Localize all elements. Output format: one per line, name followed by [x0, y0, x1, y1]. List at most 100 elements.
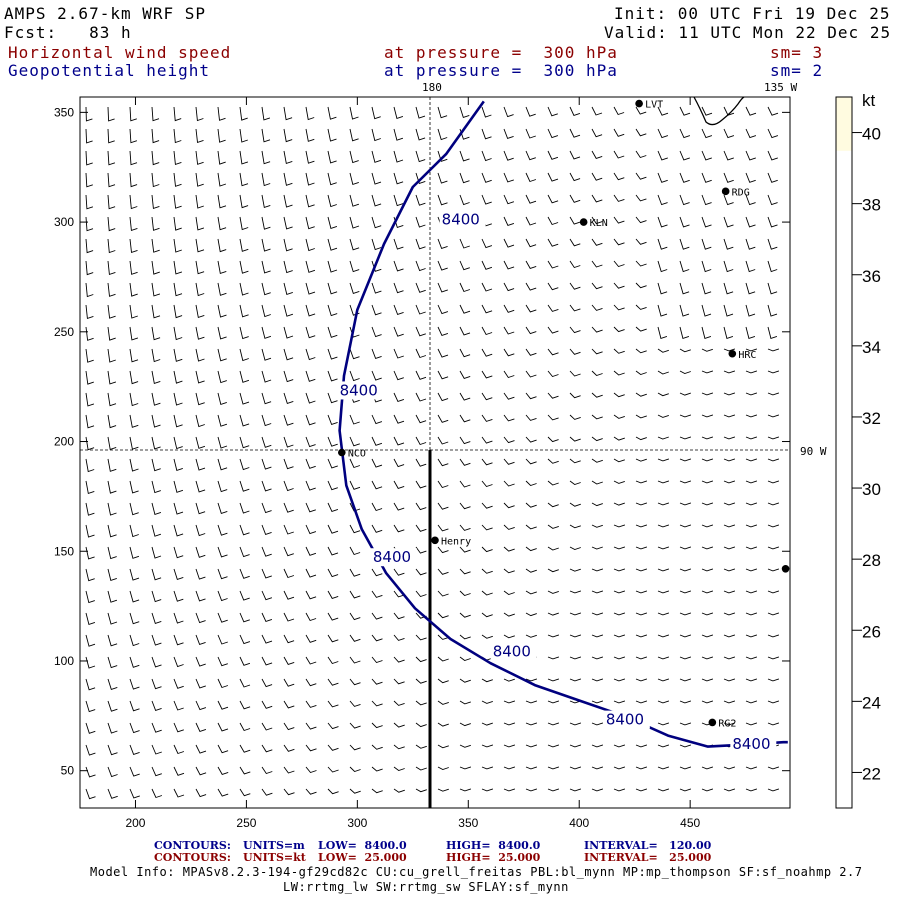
wind-barb	[547, 722, 560, 726]
wind-barb	[415, 502, 427, 511]
wind-barb	[613, 436, 625, 441]
wind-barb	[151, 304, 161, 319]
wind-barb	[173, 590, 184, 602]
wind-barb	[635, 744, 648, 748]
wind-barb	[129, 392, 139, 407]
wind-barb	[591, 656, 604, 660]
wind-barb	[437, 392, 449, 402]
wind-barb	[767, 590, 780, 594]
wind-barb	[525, 282, 537, 291]
wind-barb	[173, 788, 185, 798]
meridian-90w-label: 90 W	[800, 445, 827, 458]
y-tick-label: 150	[54, 544, 74, 558]
wind-barb	[547, 656, 560, 660]
wind-barb	[107, 392, 117, 407]
wind-barb	[767, 436, 780, 440]
wind-barb	[591, 524, 603, 528]
model-title: AMPS 2.67-km WRF SP	[4, 4, 207, 23]
wind-barb	[129, 106, 137, 122]
contour-label-bg	[490, 642, 537, 661]
wind-barb	[701, 216, 712, 228]
wind-barb	[129, 546, 140, 559]
wind-barb	[613, 744, 626, 748]
wind-barb	[503, 502, 515, 509]
wind-barb	[261, 392, 272, 405]
wind-barb	[547, 590, 559, 594]
wind-barb	[195, 722, 207, 732]
wind-barb	[723, 194, 734, 206]
wind-barb	[349, 150, 359, 164]
wind-barb	[635, 150, 647, 159]
wind-barb	[613, 150, 625, 159]
wind-barb	[767, 392, 780, 396]
colorbar-tick-label: 40	[862, 125, 881, 144]
wind-barb	[327, 480, 338, 491]
wind-barb	[657, 634, 670, 638]
wind-barb	[635, 546, 648, 550]
wind-barb	[195, 150, 204, 165]
wind-barb	[327, 260, 338, 273]
wind-barb	[217, 612, 228, 623]
wind-barb	[745, 546, 758, 550]
wind-barb	[723, 150, 734, 161]
wind-barb	[591, 546, 603, 550]
wind-barb	[767, 260, 778, 273]
wind-barb	[107, 788, 118, 799]
wind-barb	[657, 656, 670, 660]
station-marker	[721, 187, 730, 196]
wind-barb	[591, 282, 603, 290]
wind-barb	[767, 634, 780, 638]
wind-barb	[415, 326, 426, 337]
wind-barb	[305, 744, 317, 752]
wind-barb	[371, 612, 383, 620]
wind-barb	[591, 612, 604, 616]
wind-barb	[173, 656, 184, 668]
wind-barb	[415, 458, 427, 467]
field1-smoothing: sm= 3	[770, 43, 824, 62]
wind-barb	[569, 502, 581, 507]
wind-barb	[767, 282, 778, 295]
wind-barb	[547, 634, 560, 638]
wind-barb	[525, 612, 537, 617]
wind-barb	[679, 172, 690, 183]
wind-barb	[569, 678, 582, 682]
wind-barb	[657, 304, 668, 317]
wind-barb	[767, 678, 780, 682]
wind-barb	[767, 172, 778, 183]
wind-barb	[767, 326, 778, 339]
wind-barb	[591, 128, 603, 138]
wind-barb	[723, 304, 734, 317]
wind-barb	[569, 194, 581, 203]
wind-barb	[569, 238, 581, 247]
wind-barb	[437, 458, 449, 467]
station-marker	[728, 349, 737, 358]
wind-barb	[371, 150, 382, 163]
wind-barb	[591, 348, 603, 355]
wind-barb	[371, 194, 382, 207]
wind-barb	[393, 678, 405, 685]
wind-barb	[591, 304, 603, 311]
wind-barb	[481, 766, 494, 770]
wind-barb	[745, 282, 756, 295]
wind-barb	[745, 656, 758, 660]
wind-barb	[393, 722, 405, 728]
wind-barb	[635, 128, 647, 137]
wind-barb	[129, 568, 140, 581]
wind-barb	[679, 282, 690, 295]
wind-barb	[767, 524, 780, 528]
wind-barb	[635, 392, 647, 397]
wind-barb	[305, 172, 315, 186]
wind-barb	[767, 502, 780, 506]
wind-barb	[657, 172, 668, 183]
wind-barb	[85, 194, 94, 210]
wind-barb	[393, 744, 405, 750]
wind-barb	[481, 436, 493, 444]
wind-barb	[85, 392, 95, 407]
wind-barb	[547, 612, 559, 616]
wind-barb	[327, 722, 339, 730]
wind-barb	[723, 502, 736, 506]
wind-barb	[261, 700, 273, 709]
wind-barb	[371, 656, 383, 664]
wind-barb	[701, 788, 714, 792]
wind-barb	[745, 326, 756, 339]
